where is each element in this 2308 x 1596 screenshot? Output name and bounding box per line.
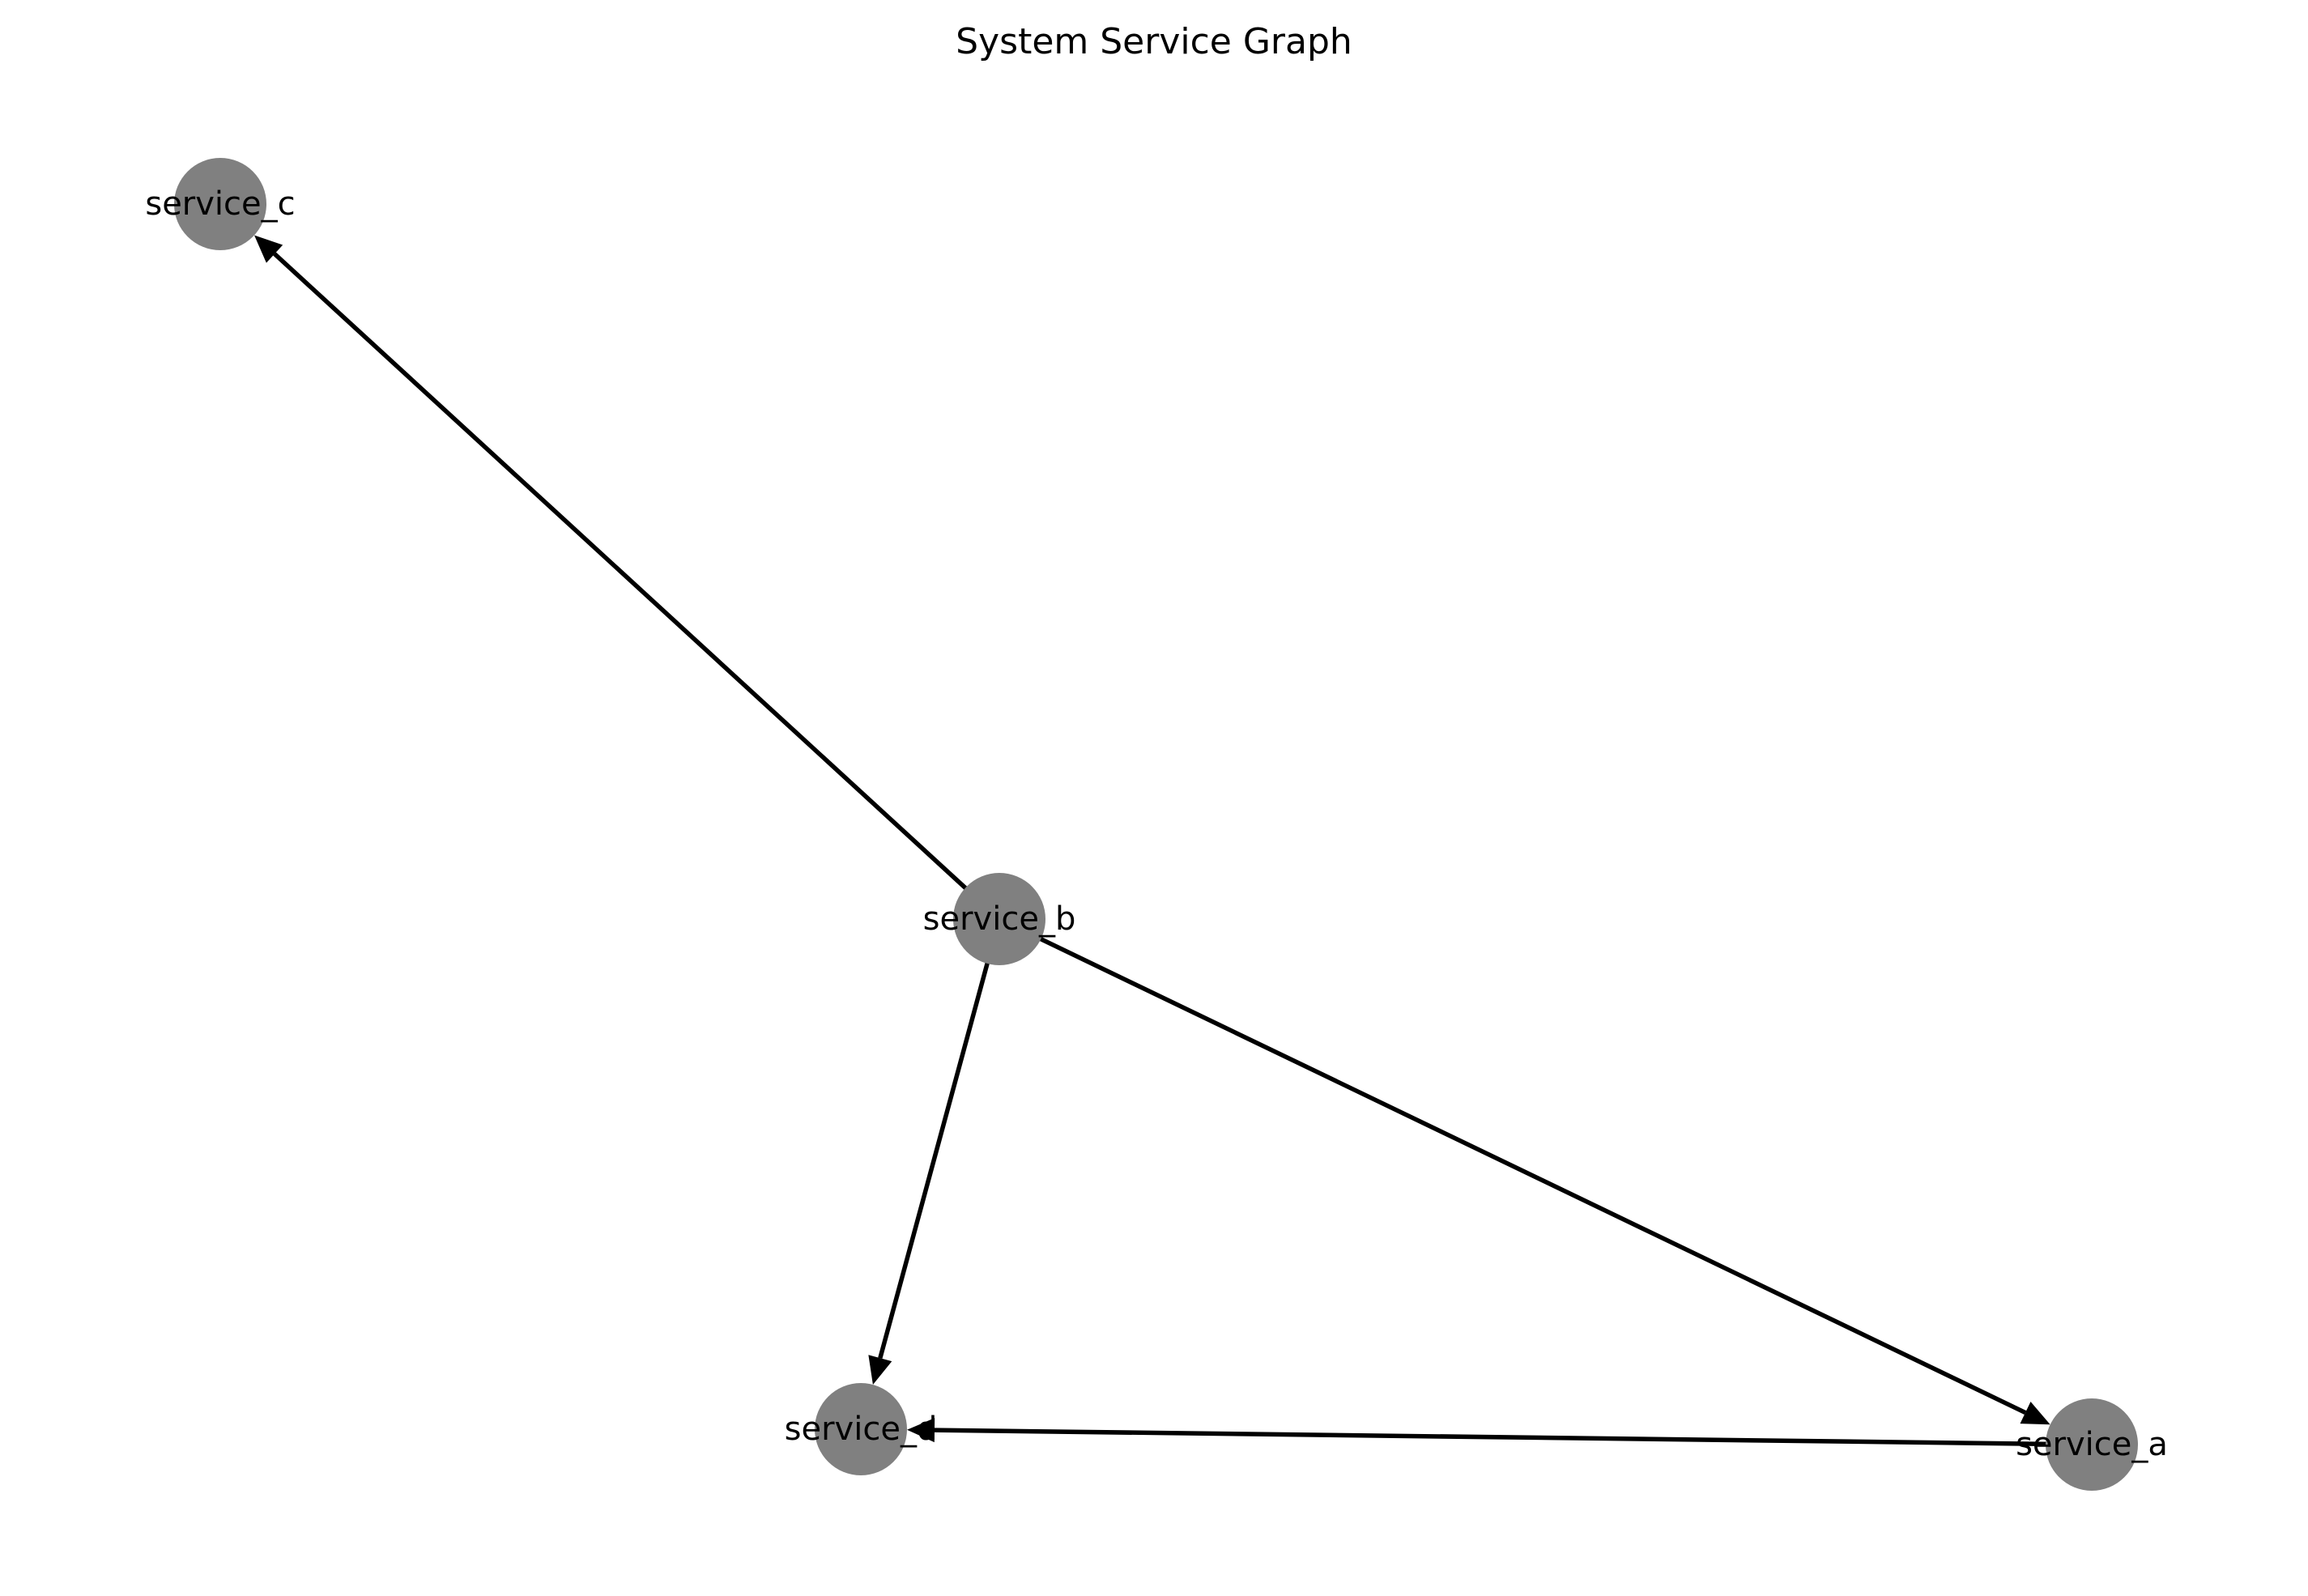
edge-service_b-to-service_a [1021,928,2050,1425]
edge-service_a-to-service_d [906,1418,2067,1447]
node-label-service_c: service_c [145,185,295,223]
edge-line [878,943,995,1359]
node-service_b [953,873,1045,965]
node-service_c [174,158,266,250]
edges-layer [253,235,2067,1447]
edge-line [273,252,982,904]
arrow-head-icon [906,1418,935,1443]
edge-service_b-to-service_c [253,235,982,904]
node-label-service_b: service_b [923,900,1076,938]
diagram-title: System Service Graph [956,21,1352,62]
edge-line [1021,928,2027,1415]
arrow-head-icon [868,1355,892,1385]
edge-line [934,1428,2067,1447]
node-label-service_d: service_d [785,1411,938,1448]
arrow-head-icon [253,235,283,263]
labels-layer: service_c service_b service_d service_a [145,185,2168,1463]
arrow-head-icon [2020,1402,2050,1425]
edge-service_b-to-service_d [868,943,995,1385]
node-service_a [2046,1398,2138,1491]
nodes-layer [174,158,2138,1491]
node-label-service_a: service_a [2016,1426,2168,1463]
node-service_d [815,1383,907,1475]
